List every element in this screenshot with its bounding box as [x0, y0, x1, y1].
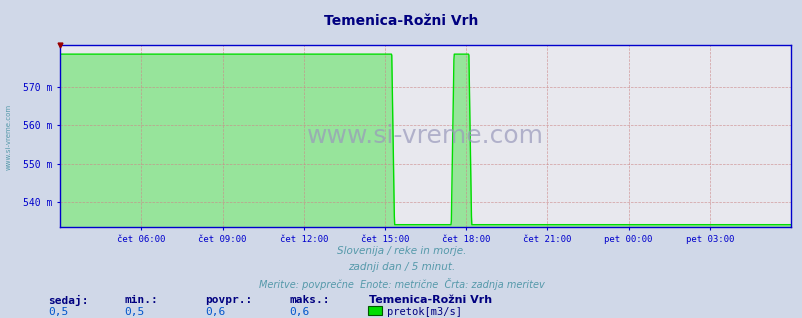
Text: www.si-vreme.com: www.si-vreme.com — [6, 104, 12, 170]
Text: zadnji dan / 5 minut.: zadnji dan / 5 minut. — [347, 262, 455, 272]
Text: povpr.:: povpr.: — [205, 295, 252, 305]
Text: 0,6: 0,6 — [205, 307, 225, 317]
Text: maks.:: maks.: — [289, 295, 329, 305]
Text: Slovenija / reke in morje.: Slovenija / reke in morje. — [336, 246, 466, 256]
Text: 0,5: 0,5 — [48, 307, 68, 317]
Text: Temenica-Rožni Vrh: Temenica-Rožni Vrh — [324, 14, 478, 28]
Text: min.:: min.: — [124, 295, 158, 305]
Text: sedaj:: sedaj: — [48, 295, 88, 306]
Text: Meritve: povprečne  Enote: metrične  Črta: zadnja meritev: Meritve: povprečne Enote: metrične Črta:… — [258, 278, 544, 290]
Text: Temenica-Rožni Vrh: Temenica-Rožni Vrh — [369, 295, 492, 305]
Text: 0,6: 0,6 — [289, 307, 309, 317]
Text: pretok[m3/s]: pretok[m3/s] — [387, 307, 461, 317]
Text: www.si-vreme.com: www.si-vreme.com — [306, 124, 544, 148]
Text: 0,5: 0,5 — [124, 307, 144, 317]
